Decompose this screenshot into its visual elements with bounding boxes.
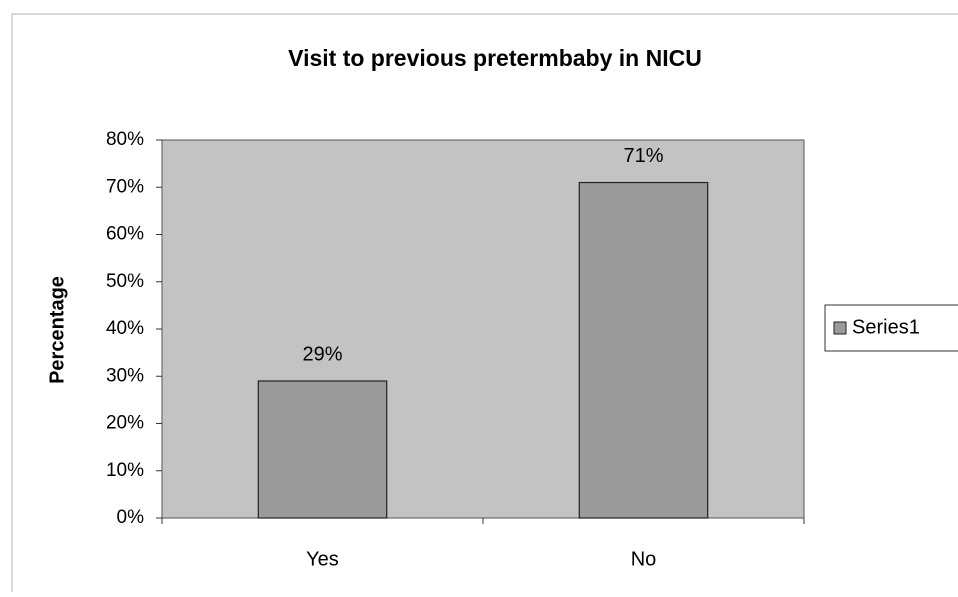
y-tick-label: 80% (106, 129, 144, 150)
data-label: 29% (302, 343, 342, 365)
x-tick-label: No (631, 548, 657, 570)
y-tick-label: 60% (106, 224, 144, 245)
y-tick-label: 10% (106, 460, 144, 481)
y-tick-label: 70% (106, 176, 144, 197)
legend-label: Series1 (852, 316, 920, 338)
y-tick-label: 30% (106, 365, 144, 386)
y-axis-label: Percentage (46, 276, 68, 384)
y-tick-label: 20% (106, 413, 144, 434)
y-tick-label: 40% (106, 318, 144, 339)
legend-swatch (833, 321, 847, 335)
x-tick-label: Yes (306, 548, 339, 570)
chart-title: Visit to previous pretermbaby in NICU (288, 45, 702, 71)
bar (257, 380, 388, 519)
data-label: 71% (623, 145, 663, 167)
legend-box (824, 304, 958, 352)
bar (578, 181, 709, 519)
y-tick-label: 0% (117, 507, 145, 528)
y-tick-label: 50% (106, 271, 144, 292)
